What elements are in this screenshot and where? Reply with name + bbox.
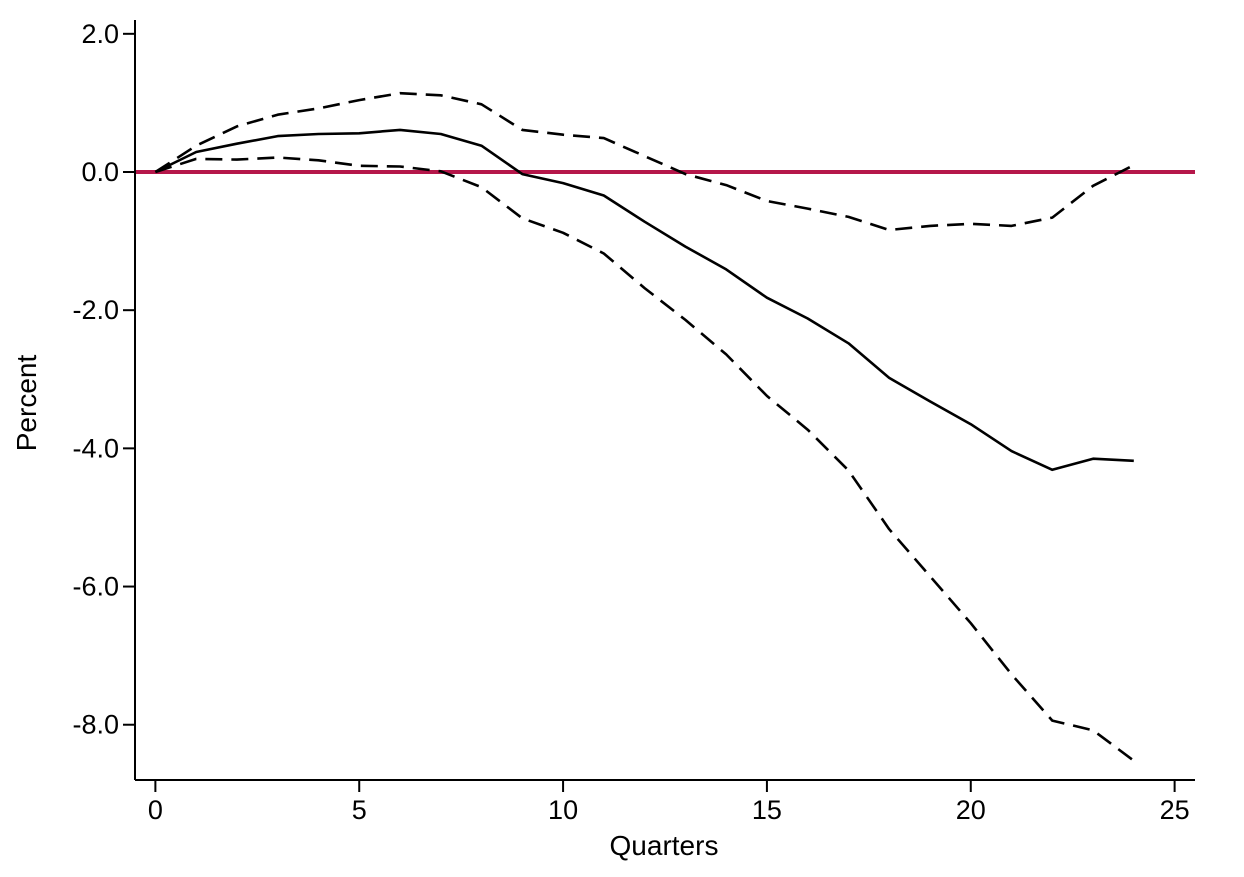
x-tick-label: 0 [148, 795, 163, 825]
x-tick-label: 20 [956, 795, 986, 825]
y-tick-label: -8.0 [72, 710, 119, 740]
x-tick-label: 25 [1160, 795, 1190, 825]
upper-band-line [154, 91, 1135, 232]
lower-band-line [155, 156, 1135, 762]
y-tick-label: -2.0 [72, 295, 119, 325]
y-tick-label: -4.0 [72, 433, 119, 463]
y-tick-label: -6.0 [72, 572, 119, 602]
plot-lines [135, 91, 1195, 762]
y-tick-label: 0.0 [81, 157, 119, 187]
y-tick-label: 2.0 [81, 19, 119, 49]
point-estimate-line [154, 128, 1134, 472]
y-axis-label: Percent [11, 355, 42, 452]
x-tick-label: 5 [352, 795, 367, 825]
x-tick-label: 10 [548, 795, 578, 825]
x-tick-label: 15 [752, 795, 782, 825]
x-axis-label: Quarters [610, 830, 719, 861]
axes: 2.0 0.0 -2.0 -4.0 -6.0 -8.0 0 5 10 15 20 25 [72, 19, 1195, 825]
